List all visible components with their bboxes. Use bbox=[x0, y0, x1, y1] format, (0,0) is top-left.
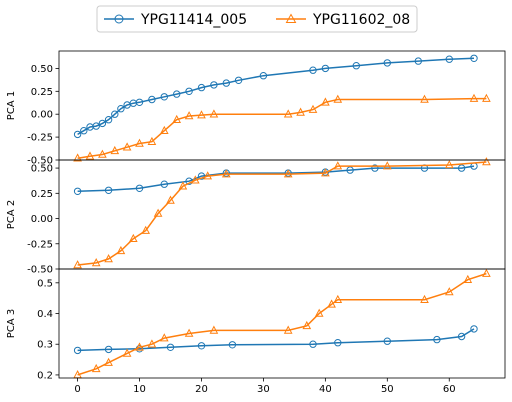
x-tick-label: 30 bbox=[257, 384, 270, 395]
y-tick-label: 0.3 bbox=[37, 340, 53, 351]
y-tick-label: 0.25 bbox=[31, 189, 53, 200]
series-line-ypg11602-08 bbox=[78, 274, 487, 375]
series-line-ypg11602-08 bbox=[78, 162, 487, 265]
x-tick-label: 10 bbox=[133, 384, 146, 395]
y-tick-label: -0.25 bbox=[27, 239, 53, 250]
x-tick-label: 60 bbox=[443, 384, 456, 395]
series-line-ypg11602-08 bbox=[78, 99, 487, 159]
series-line-ypg11414-005 bbox=[78, 58, 474, 134]
x-tick-label: 0 bbox=[74, 384, 80, 395]
y-tick-label: 0.25 bbox=[31, 87, 53, 98]
y-axis-label: PCA 3 bbox=[6, 309, 17, 338]
y-tick-label: 0.00 bbox=[31, 110, 53, 121]
panel-3: 0.2 0.3 0.4 0.5 PCA 3 bbox=[6, 269, 505, 381]
legend: YPG11414_005 YPG11602_08 bbox=[97, 6, 417, 32]
legend-label-2: YPG11602_08 bbox=[312, 12, 410, 28]
y-tick-label: 0.00 bbox=[31, 214, 53, 225]
data-point bbox=[483, 270, 490, 277]
x-tick-label: 50 bbox=[381, 384, 394, 395]
panel-1: -0.50 -0.25 0.00 0.25 0.50 PCA 1 bbox=[6, 51, 505, 167]
axes-frame bbox=[59, 160, 505, 269]
axes-frame bbox=[59, 269, 505, 378]
y-axis-label: PCA 1 bbox=[6, 91, 17, 120]
x-tick-label: 20 bbox=[195, 384, 208, 395]
panel-2: -0.50 -0.25 0.00 0.25 0.50 PCA 2 bbox=[6, 158, 505, 275]
y-tick-label: 0.50 bbox=[31, 64, 53, 75]
legend-label-1: YPG11414_005 bbox=[140, 12, 247, 28]
x-tick-label: 40 bbox=[319, 384, 332, 395]
series-line-ypg11414-005 bbox=[78, 166, 474, 191]
y-tick-label: 0.5 bbox=[37, 278, 53, 289]
y-tick-label: 0.2 bbox=[37, 370, 53, 381]
y-tick-label: 0.4 bbox=[37, 309, 53, 320]
y-tick-label: -0.50 bbox=[27, 265, 53, 276]
y-tick-label: 0.50 bbox=[31, 164, 53, 175]
y-axis-label: PCA 2 bbox=[6, 200, 17, 229]
y-tick-label: -0.25 bbox=[27, 133, 53, 144]
data-point bbox=[471, 326, 477, 332]
